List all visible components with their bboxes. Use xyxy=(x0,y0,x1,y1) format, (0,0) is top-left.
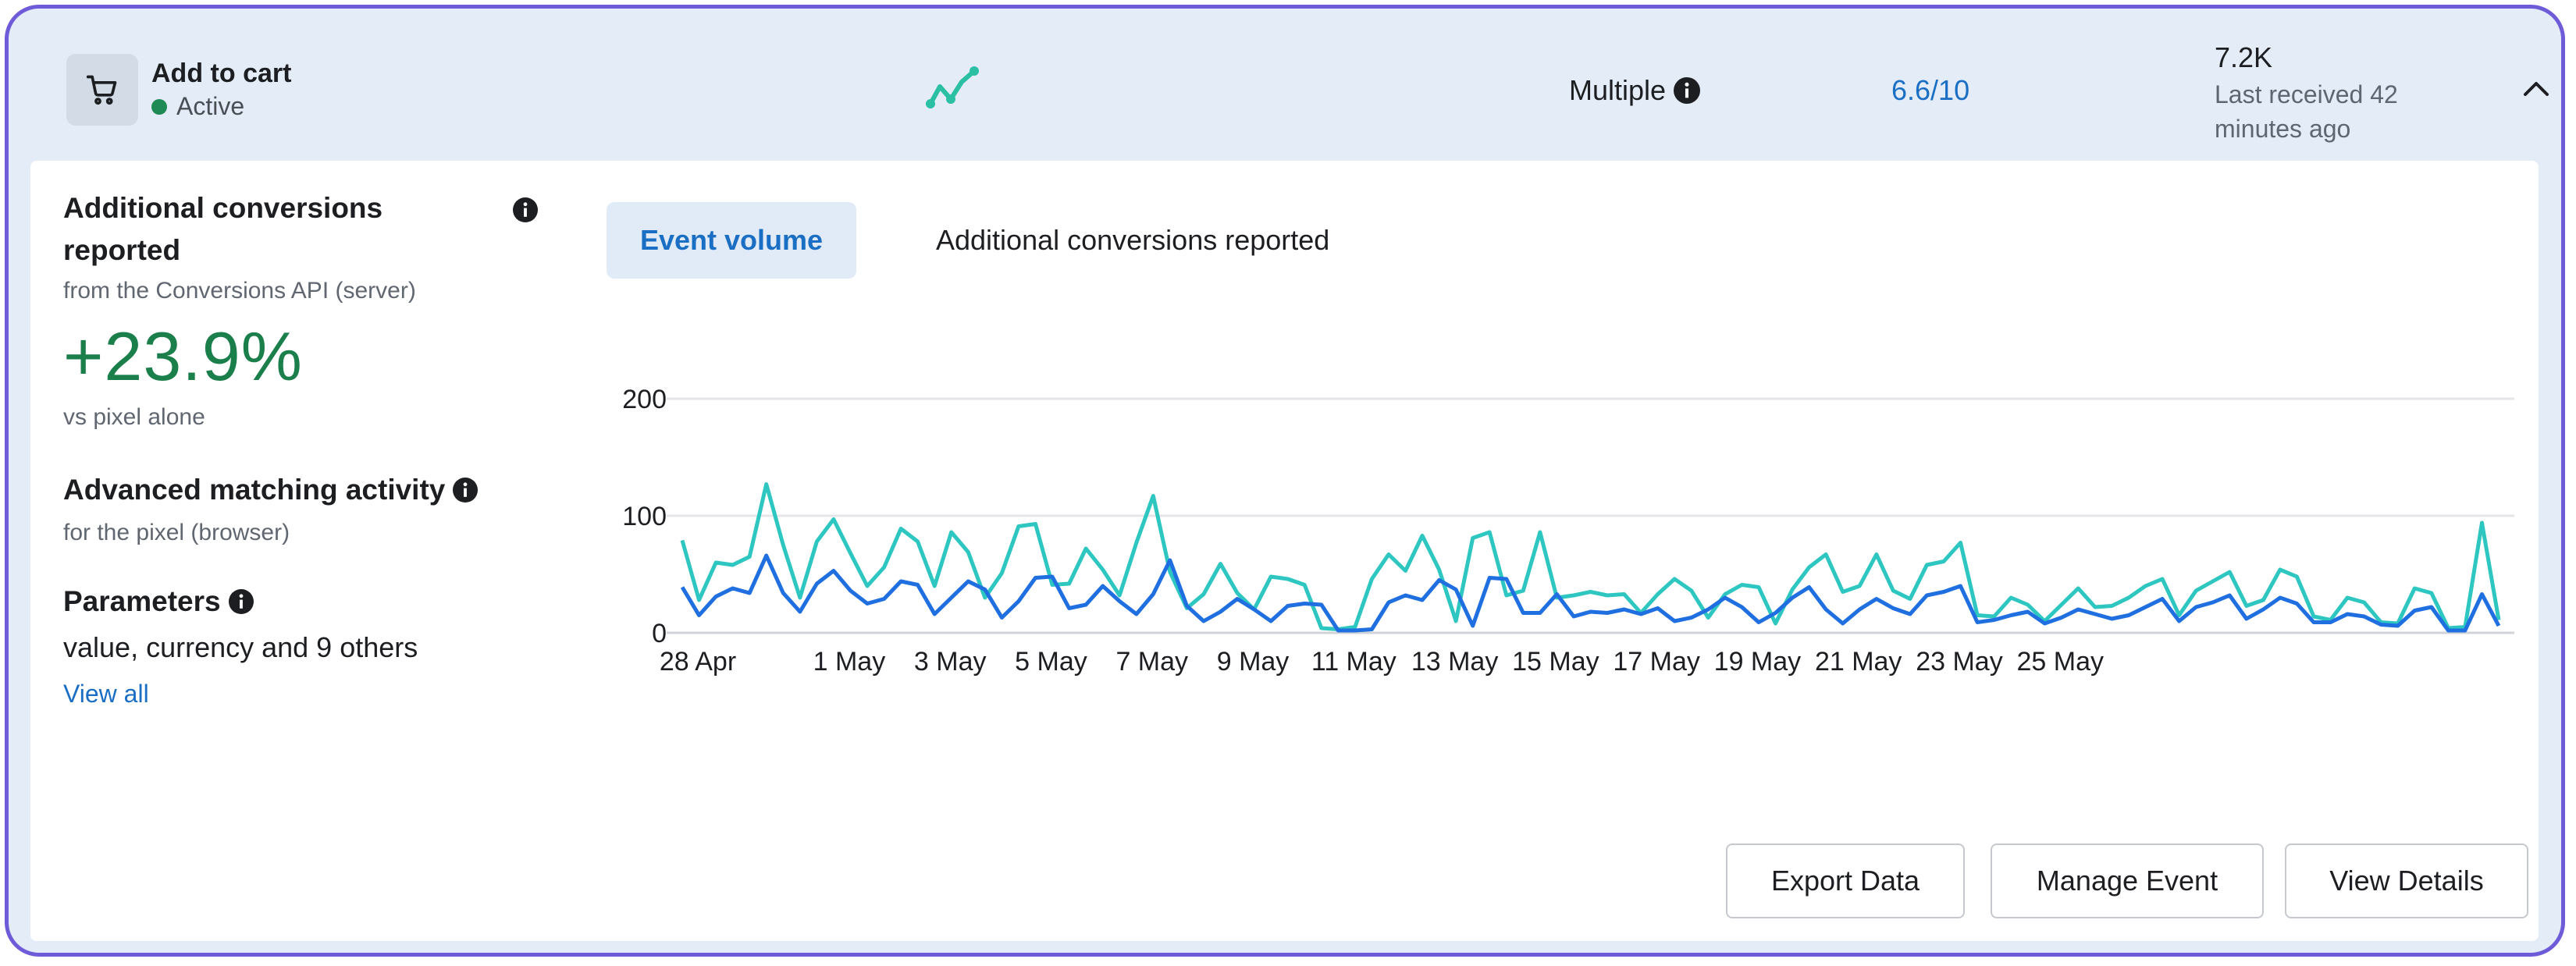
acr-value: +23.9% xyxy=(63,318,303,395)
manage-event-button[interactable]: Manage Event xyxy=(1991,843,2264,918)
x-tick-label: 28 Apr xyxy=(660,647,736,677)
integration-label: Multiple xyxy=(1569,74,1667,106)
event-volume-chart: 0 100 200 28 Apr 1 May 3 May 5 May 7 May 9 May 11… xyxy=(622,385,2514,677)
view-all-link[interactable]: View all xyxy=(63,680,149,708)
activity-trend-icon xyxy=(926,66,979,108)
tab-additional-conversions[interactable]: Additional conversions reported xyxy=(936,224,1330,256)
y-tick-label: 100 xyxy=(622,502,667,531)
x-tick-label: 17 May xyxy=(1613,647,1700,677)
series-line xyxy=(680,482,2501,631)
x-tick-label: 5 May xyxy=(1015,647,1087,677)
y-tick-label: 0 xyxy=(652,619,667,648)
view-details-button[interactable]: View Details xyxy=(2285,843,2528,918)
event-card: Add to cart Active Multiple 6.6/10 7.2K … xyxy=(5,5,2565,957)
event-header[interactable]: Add to cart Active Multiple 6.6/10 7.2K … xyxy=(9,9,2561,161)
x-tick-label: 1 May xyxy=(813,647,886,677)
status-text: Active xyxy=(176,92,245,120)
ama-title: Advanced matching activity xyxy=(63,474,446,506)
y-tick-label: 200 xyxy=(622,385,667,414)
acr-compare: vs pixel alone xyxy=(63,404,205,430)
params-title: Parameters xyxy=(63,585,221,617)
x-tick-label: 25 May xyxy=(2017,647,2105,677)
tab-event-volume[interactable]: Event volume xyxy=(607,202,856,279)
acr-title: Additional conversions reported xyxy=(63,192,383,266)
event-status: Active xyxy=(151,92,244,121)
ama-title-row: Advanced matching activity xyxy=(63,469,516,511)
x-tick-label: 9 May xyxy=(1217,647,1290,677)
export-data-button[interactable]: Export Data xyxy=(1726,843,1965,918)
x-tick-label: 19 May xyxy=(1714,647,1802,677)
match-quality-score[interactable]: 6.6/10 xyxy=(1891,74,1970,106)
params-value: value, currency and 9 others xyxy=(63,631,418,663)
info-icon[interactable] xyxy=(228,589,254,614)
info-icon[interactable] xyxy=(1674,77,1701,104)
status-dot xyxy=(151,98,167,115)
info-icon[interactable] xyxy=(513,197,538,222)
ama-subtitle: for the pixel (browser) xyxy=(63,520,290,545)
integration-method: Multiple xyxy=(1569,74,1701,107)
event-details-panel: Additional conversions reported from the… xyxy=(30,161,2539,941)
event-count: 7.2K xyxy=(2215,41,2273,73)
event-name: Add to cart xyxy=(151,59,292,88)
x-tick-label: 21 May xyxy=(1815,647,1902,677)
x-tick-label: 23 May xyxy=(1916,647,2003,677)
x-tick-label: 7 May xyxy=(1115,647,1188,677)
info-icon[interactable] xyxy=(453,478,479,503)
last-received: Last received 42 minutes ago xyxy=(2215,80,2398,143)
x-tick-label: 15 May xyxy=(1512,647,1599,677)
params-title-row: Parameters xyxy=(63,581,254,623)
acr-subtitle: from the Conversions API (server) xyxy=(63,278,416,304)
x-tick-label: 13 May xyxy=(1411,647,1499,677)
chevron-up-icon[interactable] xyxy=(2521,77,2552,99)
cart-icon xyxy=(66,54,138,126)
x-tick-label: 3 May xyxy=(914,647,987,677)
series-line xyxy=(680,553,2501,633)
x-tick-label: 11 May xyxy=(1311,647,1397,677)
